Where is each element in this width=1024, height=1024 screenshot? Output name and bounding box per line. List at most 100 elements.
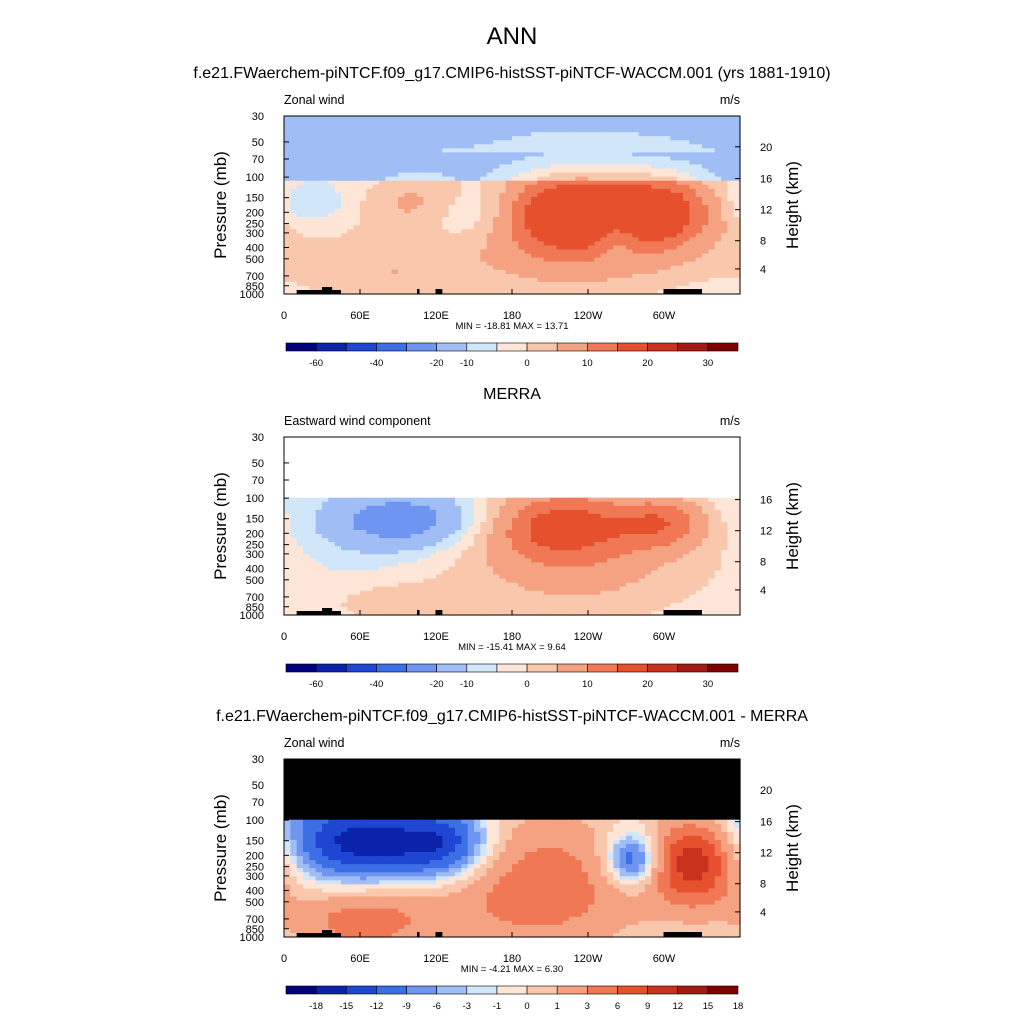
contour-cell [448,192,456,198]
contour-cell [486,144,494,149]
contour-cell [562,465,570,470]
contour-cell [721,196,728,202]
contour-cell [455,265,462,271]
contour-cell [727,249,735,255]
contour-cell [721,501,728,507]
contour-cell [284,513,291,519]
contour-cell [594,120,602,125]
contour-cell [645,213,652,218]
contour-cell [518,473,526,479]
contour-cell [708,273,716,279]
contour-cell [531,521,538,527]
contour-cell [600,453,608,458]
contour-cell [518,116,526,121]
contour-cell [512,441,519,446]
contour-cell [664,261,671,267]
contour-cell [448,120,456,125]
contour-cell [727,517,735,523]
contour-cell [619,209,627,214]
contour-cell [480,526,488,531]
contour-cell [607,209,614,214]
contour-cell [347,200,355,206]
contour-cell [455,261,462,267]
contour-cell [436,245,443,251]
contour-cell [626,245,633,251]
contour-cell [505,281,513,287]
contour-cell [353,180,361,186]
contour-cell [398,469,405,475]
contour-cell [284,253,291,259]
contour-cell [404,132,412,137]
contour-cell [290,457,298,462]
contour-cell [676,192,684,198]
contour-cell [733,501,741,507]
contour-cell [727,473,735,479]
contour-cell [683,184,690,190]
contour-cell [360,526,367,531]
contour-cell [537,289,545,295]
contour-cell [594,277,602,283]
contour-cell [341,521,348,527]
contour-cell [588,209,595,214]
contour-cell [353,237,361,243]
contour-cell [607,136,614,141]
contour-cell [619,213,627,218]
contour-cell [328,229,336,234]
contour-cell [360,505,367,511]
contour-cell [607,265,614,271]
contour-cell [417,172,424,178]
contour-cell [714,445,722,450]
contour-cell [404,517,412,523]
contour-cell [594,168,602,174]
contour-cell [626,449,633,454]
contour-cell [442,209,450,214]
contour-cell [689,501,697,507]
contour-cell [417,441,424,446]
contour-cell [708,445,716,450]
contour-cell [341,192,348,198]
contour-cell [569,289,576,295]
contour-cell [689,120,697,125]
contour-cell [284,136,291,141]
contour-cell [727,285,735,291]
contour-cell [442,277,450,283]
contour-cell [683,489,690,495]
contour-cell [550,521,557,527]
contour-cell [670,269,678,275]
contour-cell [607,453,614,458]
contour-cell [467,213,475,218]
contour-cell [347,473,355,479]
contour-cell [360,188,367,194]
contour-cell [385,188,393,194]
contour-cell [632,265,640,271]
contour-cell [683,200,690,206]
contour-cell [360,509,367,515]
contour-cell [562,116,570,121]
contour-cell [372,152,380,158]
contour-cell [360,217,367,222]
contour-cell [442,497,450,503]
contour-cell [366,152,374,158]
contour-cell [626,469,633,475]
contour-cell [727,437,735,442]
contour-cell [632,437,640,442]
contour-cell [398,473,405,479]
contour-cell [676,469,684,475]
contour-cell [423,205,431,210]
contour-cell [442,501,450,507]
contour-cell [683,485,690,491]
contour-cell [296,493,304,499]
contour-cell [347,229,355,234]
contour-cell [543,192,551,198]
contour-cell [284,120,291,125]
contour-cell [379,469,386,475]
contour-cell [474,164,481,170]
contour-cell [499,457,507,462]
contour-cell [372,485,380,491]
contour-cell [404,164,412,170]
contour-cell [562,209,570,214]
contour-cell [410,160,418,166]
contour-cell [474,180,481,186]
contour-cell [442,176,450,182]
contour-cell [575,469,583,475]
